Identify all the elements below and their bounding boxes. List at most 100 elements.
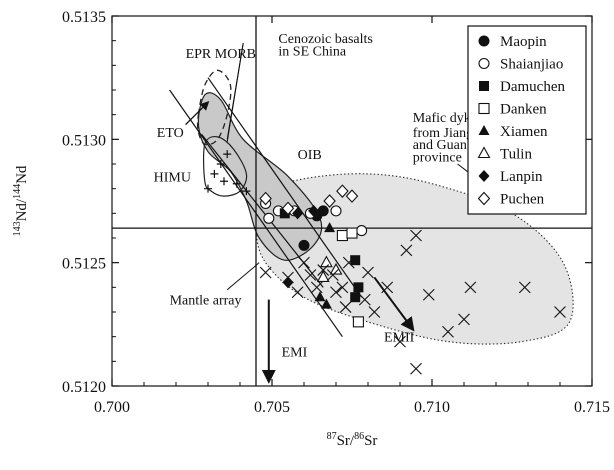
mantle-array-line-1 — [169, 89, 343, 338]
point-cenozoic-basalts-cross-6 — [242, 187, 251, 196]
legend-marker-xiamen — [478, 125, 490, 135]
point-mafic-dykes-cross-21 — [458, 313, 470, 326]
annotation-oib: OIB — [298, 148, 322, 163]
point-mafic-dykes-cross-18 — [410, 362, 422, 375]
y-tick-label-1: 0.5125 — [62, 256, 106, 273]
x-tick-label-3: 0.715 — [574, 399, 610, 416]
region-oib — [197, 92, 323, 261]
point-mafic-dykes-cross-1 — [259, 266, 272, 279]
leader-line-4 — [226, 262, 260, 291]
point-mafic-dykes-cross-13 — [362, 266, 374, 279]
point-mafic-dykes-cross-7 — [326, 269, 339, 281]
point-mafic-dykes-cross-5 — [310, 281, 323, 294]
legend-label-tulin: Tulin — [500, 147, 532, 163]
point-damuchen-3 — [350, 292, 361, 303]
point-shaianjiao-2 — [263, 212, 275, 224]
annotation-mafic2: from Jiangxi — [413, 126, 484, 141]
point-mafic-dykes-cross-3 — [291, 286, 304, 299]
y-tick-label-0: 0.5120 — [62, 379, 106, 396]
legend-label-maopin: Maopin — [500, 34, 547, 50]
legend-marker-lanpin — [478, 170, 490, 182]
point-cenozoic-basalts-cross-3 — [216, 160, 225, 168]
point-puchen-5 — [345, 189, 359, 203]
point-tulin-3 — [329, 262, 343, 275]
point-mafic-dykes-cross-16 — [400, 244, 413, 257]
emii-arrow — [373, 276, 415, 332]
point-mafic-dykes-cross-2 — [282, 271, 294, 284]
point-mafic-dykes-cross-26 — [298, 256, 310, 269]
plot-frame — [111, 15, 593, 387]
point-mafic-dykes-cross-8 — [330, 286, 342, 299]
annotation-himu: HIMU — [154, 170, 191, 185]
point-lanpin-1 — [282, 276, 294, 289]
point-mafic-dykes-cross-27 — [394, 335, 406, 348]
point-puchen-1 — [259, 191, 272, 206]
legend-box — [467, 25, 587, 215]
point-shaianjiao-7 — [356, 225, 368, 237]
point-cenozoic-basalts-cross-1 — [204, 184, 212, 193]
reference-lines-layer — [112, 16, 592, 386]
axes-layer: 0.700 0.705 0.710 0.715 0.5120 0.5125 0.5130 0.… — [62, 9, 610, 416]
annotation-emii: EMII — [384, 331, 415, 346]
point-xiamen-2 — [320, 298, 332, 309]
point-danken-1 — [336, 229, 348, 242]
annotation-epr: EPR MORB — [186, 47, 256, 62]
data-points-layer — [204, 150, 566, 375]
legend-marker-tulin — [477, 146, 491, 159]
point-puchen-4 — [336, 184, 349, 198]
point-cenozoic-basalts-cross-2 — [210, 169, 219, 178]
point-damuchen-2 — [350, 255, 361, 266]
point-mafic-dykes-cross-6 — [317, 264, 330, 276]
point-mafic-dykes-cross-15 — [381, 281, 394, 294]
region-epr-morb — [196, 69, 232, 146]
legend-label-shaianjiao: Shaianjiao — [500, 57, 563, 73]
annotation-ceno1: Cenozoic basalts — [278, 32, 372, 47]
point-maopin-3 — [317, 205, 329, 217]
legend-marker-shaianjiao — [478, 57, 490, 70]
y-tick-label-2: 0.5130 — [62, 132, 106, 149]
annotation-ceno2: in SE China — [278, 44, 346, 59]
annotation-eto: ETO — [157, 126, 184, 141]
annotation-emi: EMI — [282, 345, 308, 360]
point-mafic-dykes-cross-14 — [368, 306, 381, 318]
point-mafic-dykes-cross-11 — [342, 256, 355, 269]
x-tick-label-2: 0.710 — [414, 399, 450, 416]
legend-label-lanpin: Lanpin — [500, 169, 543, 185]
point-damuchen-1 — [279, 208, 290, 219]
point-puchen-2 — [281, 201, 295, 216]
point-maopin-1 — [298, 239, 310, 251]
leader-line-2 — [226, 43, 244, 140]
annotation-mantle: Mantle array — [170, 294, 242, 309]
legend-label-damuchen: Damuchen — [500, 79, 565, 95]
point-mafic-dykes-cross-20 — [442, 325, 454, 338]
legend-label-puchen: Puchen — [500, 192, 545, 208]
y-tick-label-3: 0.5135 — [62, 9, 106, 26]
legend-marker-maopin — [478, 35, 490, 47]
point-cenozoic-basalts-cross-5 — [232, 179, 241, 188]
point-mafic-dykes-cross-25 — [554, 306, 566, 318]
legend: Maopin Shaianjiao Damuchen Danken Xiamen Tuli… — [467, 25, 587, 215]
point-shaianjiao-6 — [330, 205, 342, 217]
x-tick-label-1: 0.705 — [254, 399, 290, 416]
x-axis-label: 87Sr/86Sr — [327, 431, 378, 449]
point-lanpin-3 — [308, 204, 320, 217]
point-mafic-dykes-cross-19 — [422, 288, 435, 301]
annotation-mafic1: Mafic dykes — [413, 111, 483, 126]
legend-marker-damuchen — [479, 81, 489, 91]
legend-label-xiamen: Xiamen — [500, 124, 548, 140]
point-mafic-dykes-cross-4 — [304, 269, 317, 281]
point-mafic-dykes-cross-24 — [518, 281, 531, 294]
point-xiamen-3 — [324, 222, 336, 233]
x-tick-label-0: 0.700 — [94, 399, 130, 416]
point-cenozoic-basalts-cross-4 — [220, 177, 228, 186]
point-damuchen-4 — [353, 282, 364, 293]
eto-arrow — [185, 101, 210, 125]
point-puchen-3 — [323, 194, 336, 208]
point-lanpin-2 — [292, 207, 304, 220]
point-danken-3 — [352, 316, 364, 328]
point-mafic-dykes-cross-17 — [410, 229, 422, 242]
mantle-array-line-2 — [207, 77, 363, 298]
legend-marker-puchen — [477, 191, 491, 206]
point-cenozoic-basalts-cross-7 — [223, 150, 232, 159]
